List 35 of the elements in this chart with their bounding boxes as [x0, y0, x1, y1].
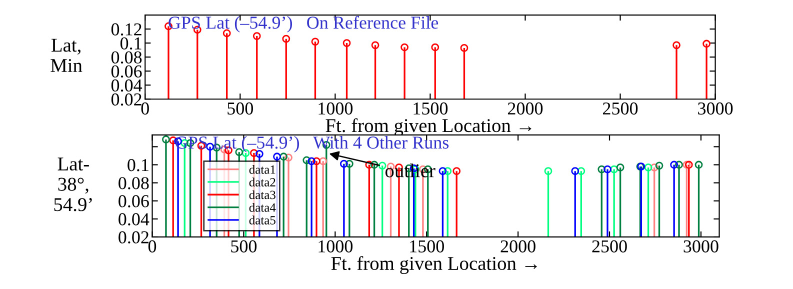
y-tick-label: 0.12	[111, 23, 142, 36]
y-tick-label: 0.1	[128, 159, 148, 172]
y-axis-title: Lat- 38°, 54.9’	[54, 158, 92, 212]
legend-label: data5	[249, 216, 276, 224]
x-tick-label: 3000	[684, 240, 718, 252]
chart-title: GPS Lat (–54.9’) On Reference File	[168, 16, 438, 32]
x-axis-title: Ft. from given Location →	[331, 256, 537, 274]
x-tick-label: 0	[141, 102, 149, 115]
y-axis-title: Lat, Min	[50, 38, 82, 72]
legend-label: data2	[249, 178, 276, 186]
x-tick-label: 2500	[602, 102, 638, 115]
x-tick-label: 0	[148, 240, 156, 252]
x-tick-label: 1000	[318, 102, 353, 115]
x-tick-label: 500	[228, 102, 253, 115]
x-tick-label: 500	[231, 240, 257, 252]
x-tick-label: 1500	[410, 240, 444, 252]
x-tick-label: 1500	[414, 102, 448, 115]
y-tick-label: 0.08	[111, 51, 142, 64]
legend-label: data3	[249, 190, 276, 200]
y-tick-label: 0.1	[120, 37, 142, 50]
legend-label: data1	[249, 164, 276, 174]
y-tick-label: 0.08	[118, 177, 149, 190]
x-tick-label: 2000	[508, 102, 543, 115]
y-tick-label: 0.04	[118, 213, 150, 226]
x-tick-label: 1000	[318, 240, 353, 252]
y-tick-label: 0.06	[118, 195, 149, 208]
legend-label: data4	[249, 202, 276, 212]
x-tick-label: 2000	[500, 240, 536, 252]
y-tick-label: 0.04	[111, 79, 142, 92]
y-tick-label: 0.06	[111, 65, 142, 78]
y-tick-label: 0.02	[118, 231, 148, 244]
x-axis-title: Ft. from given Location →	[326, 118, 532, 136]
x-tick-label: 3000	[698, 102, 733, 115]
y-tick-label: 0.02	[111, 93, 142, 106]
x-tick-label: 2500	[592, 240, 627, 252]
